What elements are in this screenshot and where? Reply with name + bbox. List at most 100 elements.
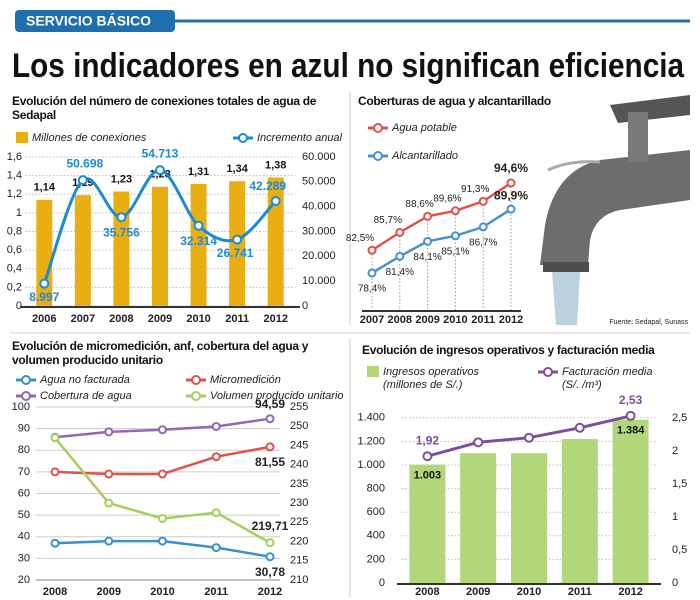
- bar: [409, 464, 446, 583]
- y2-tick-label: 235: [290, 478, 308, 490]
- y2-tick-label: 30.000: [302, 225, 336, 237]
- legend-swatch: [238, 133, 248, 143]
- y2-tick-label: 1,5: [672, 478, 687, 490]
- y-tick-label: 1.200: [357, 435, 385, 447]
- section-label: SERVICIO BÁSICO: [26, 13, 151, 29]
- marker: [211, 543, 221, 553]
- value-label: 85,7%: [374, 215, 402, 226]
- x-tick-label: 2007: [71, 313, 95, 325]
- marker: [158, 513, 167, 523]
- y-tick-label: 1.400: [357, 412, 385, 424]
- legend-label: Incremento anual: [257, 132, 343, 144]
- marker: [270, 195, 281, 206]
- x-tick-label: 2009: [97, 586, 121, 598]
- marker: [506, 178, 516, 188]
- legend-label: Agua potable: [391, 122, 457, 134]
- value-label: 50.698: [67, 156, 104, 170]
- marker: [158, 536, 167, 546]
- value-label: 1,38: [265, 159, 286, 171]
- value-label: 1,31: [188, 166, 209, 178]
- y-tick-label: 800: [367, 483, 385, 495]
- marker: [367, 245, 377, 255]
- chart-title: Evolución de micromedición, anf, cobertu…: [12, 339, 309, 367]
- faucet-image: [540, 95, 690, 325]
- chart-title: Evolución de ingresos operativos y factu…: [362, 343, 655, 357]
- bar: [612, 419, 649, 583]
- line: [371, 181, 512, 252]
- legend-label: Ingresos operativos: [383, 366, 479, 378]
- legend-swatch: [373, 123, 383, 133]
- y2-tick-label: 240: [290, 459, 308, 471]
- x-tick-label: 2010: [443, 314, 467, 326]
- y-tick-label: 30: [18, 552, 30, 564]
- marker: [155, 165, 165, 176]
- value-label: 84,1%: [413, 252, 441, 263]
- chart-title: Evolución del número de conexiones total…: [12, 94, 317, 122]
- legend-swatch: [367, 366, 379, 377]
- value-label: 35.756: [103, 225, 140, 239]
- x-tick-label: 2006: [32, 313, 56, 325]
- marker: [423, 236, 433, 246]
- x-tick-label: 2012: [499, 314, 523, 326]
- y2-tick-label: 1: [672, 511, 678, 523]
- value-label: 94,6%: [494, 161, 528, 175]
- y2-tick-label: 60.000: [302, 151, 336, 163]
- legend-swatch: [373, 151, 383, 161]
- y2-tick-label: 0: [672, 577, 678, 589]
- marker: [211, 421, 221, 431]
- value-label: 81,55: [255, 455, 285, 469]
- bar: [511, 453, 547, 583]
- marker: [473, 437, 484, 448]
- value-label: 81,4%: [386, 267, 414, 278]
- bar: [74, 195, 91, 306]
- value-label: 78,4%: [358, 284, 386, 295]
- legend-label: Facturación media: [562, 366, 653, 378]
- x-tick-label: 2009: [466, 586, 490, 598]
- x-tick-label: 2009: [415, 314, 439, 326]
- x-tick-label: 2010: [186, 313, 210, 325]
- marker: [367, 268, 377, 278]
- legend-label: Agua no facturada: [39, 374, 130, 386]
- y-tick-label: 1: [16, 207, 22, 219]
- marker: [524, 432, 534, 443]
- value-label: 30,78: [255, 565, 285, 579]
- bar: [113, 191, 130, 306]
- y-tick-label: 60: [18, 487, 30, 499]
- marker: [116, 212, 127, 223]
- value-label: 85,1%: [441, 246, 469, 257]
- value-label: 2,53: [619, 393, 643, 407]
- x-tick-label: 2010: [517, 586, 541, 598]
- x-tick-label: 2007: [360, 314, 384, 326]
- marker: [265, 552, 275, 562]
- legend-swatch: [21, 391, 31, 401]
- x-tick-label: 2008: [388, 314, 412, 326]
- y-tick-label: 40: [18, 531, 30, 543]
- value-label: 8.997: [29, 290, 59, 304]
- y-tick-label: 100: [12, 401, 30, 413]
- marker: [77, 175, 88, 186]
- marker: [574, 422, 585, 433]
- source-note: Fuente: Sedapal, Sunass: [609, 319, 688, 326]
- marker: [450, 231, 460, 241]
- marker: [232, 234, 243, 245]
- marker: [39, 278, 50, 289]
- y-tick-label: 200: [367, 553, 385, 565]
- y-tick-label: 0: [379, 577, 385, 589]
- y2-tick-label: 0,5: [672, 544, 687, 556]
- x-tick-label: 2011: [225, 313, 249, 325]
- value-label: 82,5%: [346, 233, 374, 244]
- marker: [478, 196, 488, 206]
- y-tick-label: 80: [18, 444, 30, 456]
- value-label: 42.289: [249, 179, 286, 193]
- y2-tick-label: 230: [290, 497, 308, 509]
- bar: [190, 184, 207, 306]
- y2-tick-label: 225: [290, 516, 308, 528]
- value-label: 1,14: [34, 182, 56, 194]
- legend-label: Cobertura de agua: [40, 390, 132, 402]
- marker: [104, 469, 114, 479]
- y-tick-label: 400: [367, 530, 385, 542]
- legend-swatch: [191, 391, 201, 401]
- bar: [152, 186, 168, 306]
- line: [371, 208, 512, 275]
